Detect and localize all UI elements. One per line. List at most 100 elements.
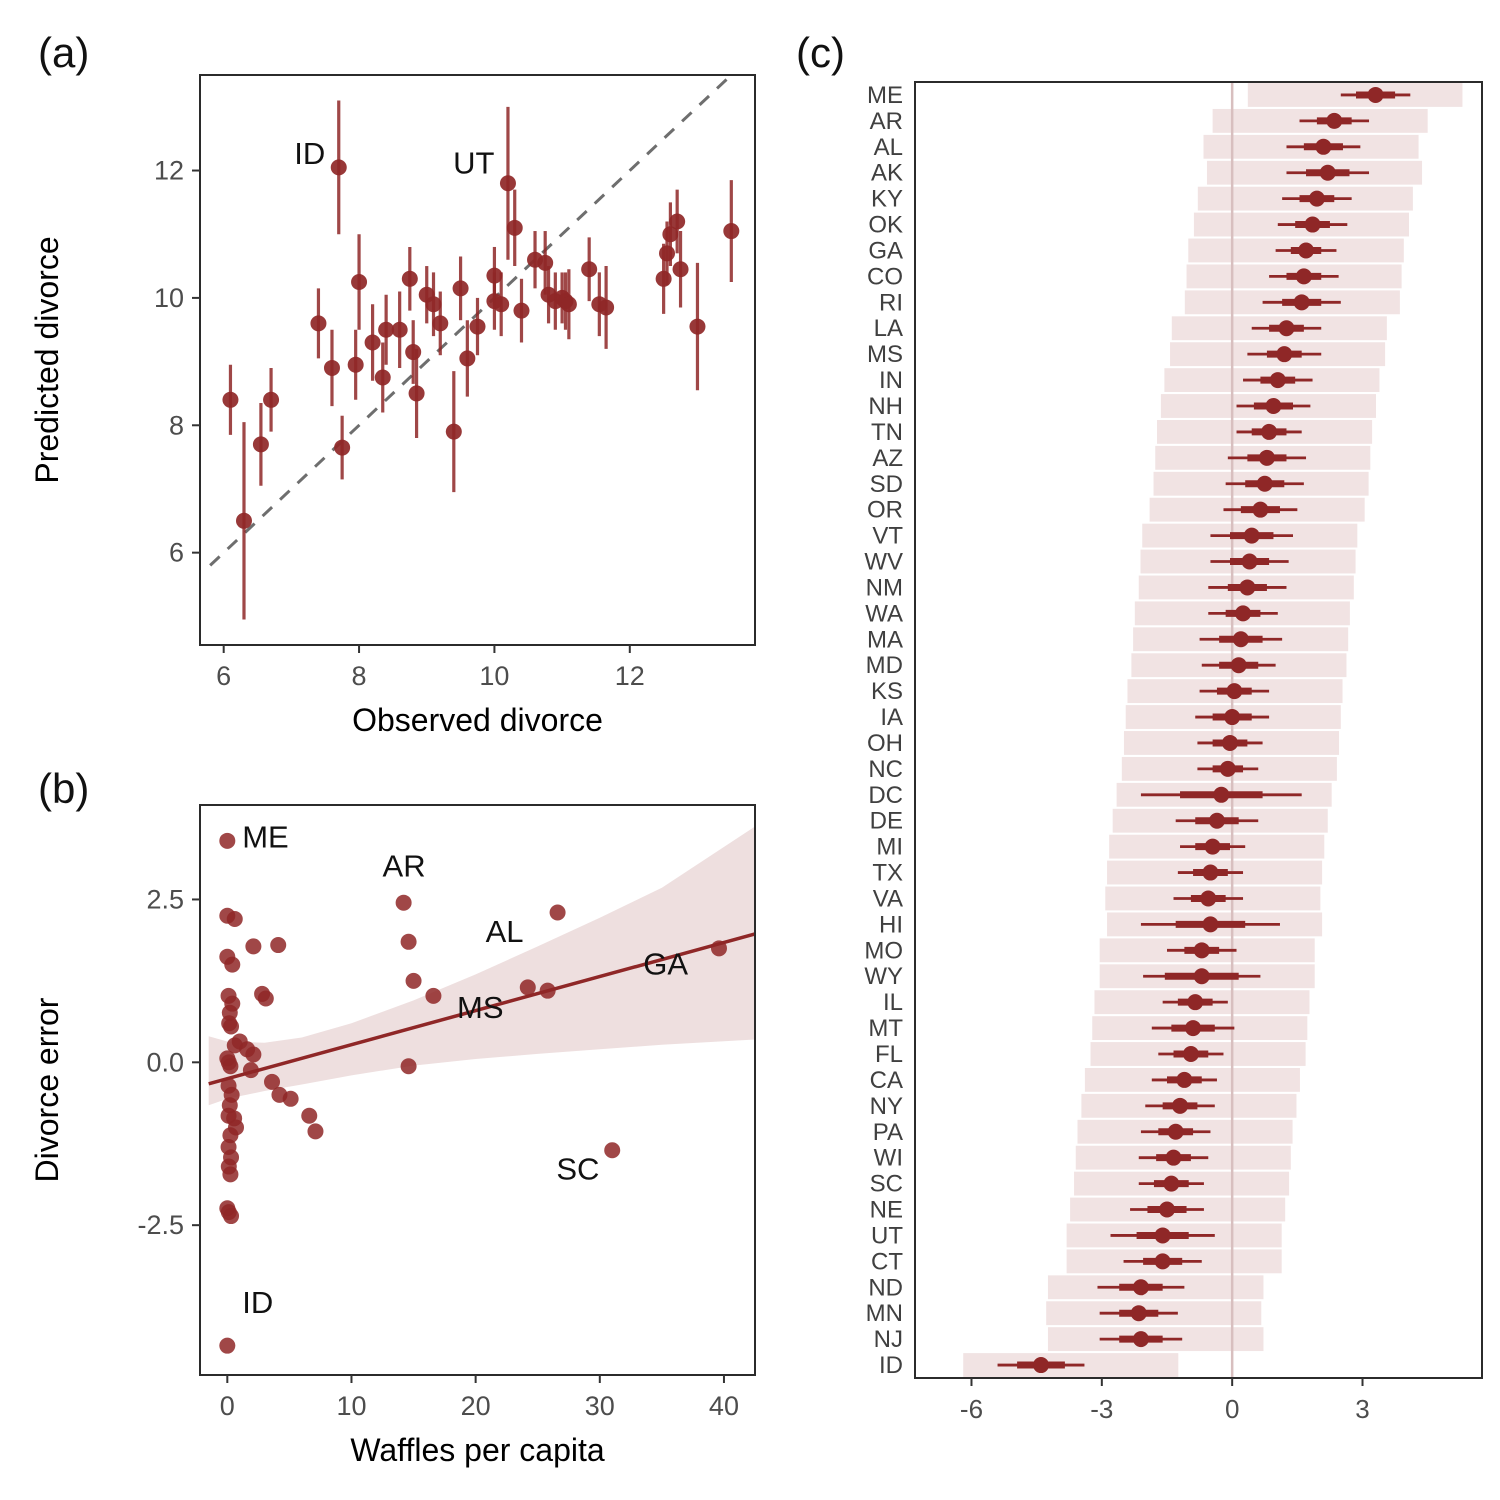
data-point xyxy=(374,369,391,386)
mean-point xyxy=(1315,138,1332,155)
mean-point xyxy=(1213,786,1230,803)
data-point xyxy=(364,334,381,351)
data-point xyxy=(401,270,418,287)
state-label: IA xyxy=(880,704,903,731)
state-label: AK xyxy=(871,160,903,187)
state-label: OR xyxy=(867,497,903,524)
state-label: TN xyxy=(871,419,903,446)
panel-a-scatter: 6 8 10 12 6 8 10 12 ID UT Observed divorce Predicte… xyxy=(29,74,756,738)
point-label: ID xyxy=(294,136,325,171)
data-point xyxy=(513,302,530,319)
mean-point xyxy=(1308,190,1325,207)
point-label: MS xyxy=(457,990,504,1025)
data-point xyxy=(669,213,686,230)
state-label: AL xyxy=(874,134,903,161)
panel-a-tag: (a) xyxy=(38,29,90,76)
data-point xyxy=(486,267,503,284)
data-point xyxy=(252,436,269,453)
mean-point xyxy=(1304,216,1321,233)
mean-point xyxy=(1258,449,1275,466)
state-label: MA xyxy=(867,626,903,653)
state-label: IL xyxy=(883,989,903,1016)
state-label: NY xyxy=(870,1093,903,1120)
state-label: NC xyxy=(868,756,903,783)
data-point xyxy=(662,226,679,243)
data-point xyxy=(223,1018,240,1035)
state-label: KY xyxy=(871,186,903,213)
data-point xyxy=(224,956,241,973)
state-label: RI xyxy=(879,289,903,316)
mean-point xyxy=(1193,942,1210,959)
state-label: IN xyxy=(879,367,903,394)
mean-point xyxy=(1224,709,1241,726)
data-point xyxy=(539,982,556,999)
y-axis-title: Predicted divorce xyxy=(29,236,65,483)
x-tick-label: 40 xyxy=(709,1391,739,1421)
mean-point xyxy=(1132,1331,1149,1348)
point-label: AR xyxy=(383,849,426,884)
data-point xyxy=(310,315,327,332)
state-label: MT xyxy=(868,1015,903,1042)
y-tick-label: -2.5 xyxy=(137,1210,184,1240)
state-label: NM xyxy=(866,574,903,601)
mean-point xyxy=(1033,1357,1049,1374)
x-tick-label: 3 xyxy=(1355,1394,1369,1424)
mean-point xyxy=(1200,890,1217,907)
data-point xyxy=(672,261,689,278)
data-point xyxy=(469,318,486,335)
data-point xyxy=(378,321,395,338)
data-point xyxy=(400,933,417,950)
mean-point xyxy=(1252,501,1269,518)
mean-point xyxy=(1293,294,1310,311)
data-point xyxy=(549,904,566,921)
panel-border xyxy=(199,74,756,646)
state-label: WA xyxy=(865,600,903,627)
x-tick-label: -6 xyxy=(960,1394,983,1424)
data-point xyxy=(659,245,676,262)
x-tick-label: 0 xyxy=(220,1391,235,1421)
x-axis-title: Waffles per capita xyxy=(350,1432,605,1468)
data-point xyxy=(395,894,412,911)
data-point xyxy=(499,175,516,192)
mean-point xyxy=(1235,605,1252,622)
state-label: VA xyxy=(873,885,903,912)
state-label: ID xyxy=(879,1352,903,1379)
confidence-ribbon xyxy=(208,826,755,1106)
point-label: ME xyxy=(242,819,289,854)
data-point xyxy=(598,299,615,316)
panel-b-tag: (b) xyxy=(38,765,90,812)
state-label: OK xyxy=(868,212,903,239)
mean-point xyxy=(1269,372,1286,389)
panel-border xyxy=(914,81,1483,1379)
data-point xyxy=(445,423,462,440)
y-tick-label: 6 xyxy=(169,538,184,568)
data-point xyxy=(226,1037,243,1054)
data-point xyxy=(219,832,236,849)
state-label: CA xyxy=(870,1067,903,1094)
mean-point xyxy=(1132,1279,1149,1296)
data-point xyxy=(432,315,449,332)
mean-point xyxy=(1256,475,1273,492)
data-point xyxy=(351,273,368,290)
state-label: TX xyxy=(872,860,903,887)
data-point xyxy=(400,1058,417,1075)
x-tick-label: 6 xyxy=(216,661,231,691)
mean-point xyxy=(1243,527,1260,544)
data-point xyxy=(242,1062,259,1079)
mean-point xyxy=(1202,864,1219,881)
data-point xyxy=(519,979,536,996)
state-label: KS xyxy=(871,678,903,705)
state-label: MS xyxy=(867,341,903,368)
mean-point xyxy=(1298,242,1315,259)
state-label: NE xyxy=(870,1197,903,1224)
data-point xyxy=(222,1127,239,1144)
data-point xyxy=(425,987,442,1004)
data-point xyxy=(506,219,523,236)
data-point xyxy=(581,261,598,278)
data-point xyxy=(307,1123,324,1140)
mean-point xyxy=(1241,553,1258,570)
point-label: AL xyxy=(486,914,524,949)
state-label: CT xyxy=(871,1248,903,1275)
mean-point xyxy=(1204,838,1221,855)
